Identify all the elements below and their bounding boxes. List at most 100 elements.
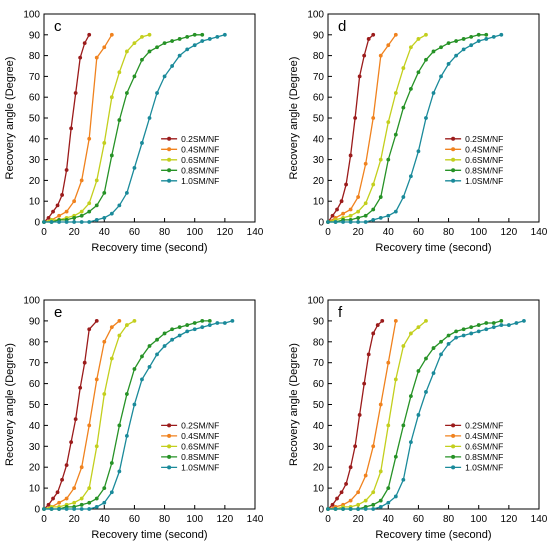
y-tick-label: 90 [29, 316, 41, 327]
data-point [124, 190, 129, 195]
data-point [200, 39, 205, 43]
y-tick-label: 100 [307, 10, 324, 21]
data-point [386, 43, 391, 48]
data-point [461, 37, 466, 41]
data-point [499, 323, 504, 327]
data-point [72, 500, 77, 505]
x-tick-label: 60 [129, 514, 141, 525]
data-point [177, 37, 182, 41]
legend-entry: 1.0SM/NF [445, 176, 503, 186]
legend-label: 0.6SM/NF [181, 155, 219, 165]
data-point [94, 218, 99, 222]
data-point [132, 319, 137, 323]
data-point [408, 174, 413, 179]
data-point [109, 356, 114, 361]
series-10smnf [326, 319, 526, 511]
y-tick-label: 20 [313, 463, 325, 474]
data-point [72, 486, 77, 490]
series-10smnf [42, 32, 227, 224]
x-axis-title: Recovery time (second) [91, 242, 207, 254]
data-point [102, 392, 107, 396]
data-point [371, 116, 376, 120]
data-point [439, 45, 443, 50]
data-point [185, 323, 190, 327]
legend-swatch-marker [167, 147, 172, 152]
y-tick-label: 0 [34, 218, 40, 229]
data-point [484, 32, 489, 37]
y-tick-label: 0 [34, 505, 40, 516]
data-point [339, 490, 344, 495]
data-point [87, 486, 92, 490]
data-point [94, 505, 99, 509]
data-point [124, 433, 129, 438]
x-tick-label: 20 [353, 227, 365, 238]
x-tick-label: 20 [69, 227, 81, 238]
y-tick-label: 60 [29, 93, 41, 104]
data-point [207, 319, 212, 323]
data-point [132, 74, 137, 79]
data-point [117, 319, 122, 323]
data-point [371, 331, 376, 336]
data-point [330, 213, 335, 218]
y-tick-label: 40 [29, 421, 41, 432]
data-point [356, 195, 361, 199]
y-tick-label: 100 [307, 296, 324, 307]
data-point [46, 215, 51, 220]
data-point [348, 207, 353, 212]
legend-swatch-marker [451, 157, 456, 162]
data-point [124, 91, 129, 95]
data-point [378, 195, 383, 199]
data-point [87, 507, 92, 511]
y-tick-label: 30 [313, 155, 325, 166]
y-tick-label: 30 [29, 442, 41, 453]
data-point [333, 220, 338, 224]
data-point [476, 32, 481, 37]
data-point [82, 41, 87, 46]
data-point [79, 178, 84, 183]
x-tick-label: 0 [325, 514, 331, 525]
series-line [43, 320, 135, 510]
legend-swatch-marker [451, 168, 456, 173]
data-point [109, 153, 114, 158]
y-tick-label: 80 [313, 51, 325, 62]
legend-entry: 0.4SM/NF [161, 144, 219, 154]
data-point [69, 126, 74, 131]
x-tick-label: 0 [41, 514, 47, 525]
data-point [177, 53, 182, 58]
data-point [200, 32, 205, 37]
data-point [117, 333, 122, 338]
data-point [363, 161, 368, 166]
series-line [44, 34, 203, 223]
data-point [72, 199, 77, 204]
x-tick-label: 140 [247, 227, 264, 238]
data-point [162, 74, 167, 79]
x-tick-label: 80 [159, 227, 171, 238]
data-point [87, 423, 92, 428]
y-tick-label: 10 [313, 484, 325, 495]
plot-frame [327, 299, 540, 510]
legend-label: 1.0SM/NF [181, 176, 219, 186]
legend-entry: 0.4SM/NF [161, 431, 219, 441]
data-point [87, 201, 92, 206]
legend-label: 0.4SM/NF [181, 144, 219, 154]
data-point [207, 37, 212, 41]
data-point [356, 507, 361, 511]
data-point [109, 490, 114, 495]
series-02smnf [42, 32, 92, 224]
legend-swatch-marker [167, 168, 172, 173]
legend-entry: 0.2SM/NF [161, 134, 219, 144]
data-point [55, 490, 60, 495]
legend-swatch-marker [451, 454, 456, 459]
data-point [72, 215, 77, 220]
data-point [78, 385, 83, 390]
data-point [348, 465, 353, 470]
legend-swatch-marker [167, 423, 172, 428]
data-point [416, 369, 421, 373]
data-point [155, 337, 159, 342]
data-point [147, 116, 152, 120]
data-point [386, 157, 391, 162]
series-line [327, 34, 397, 223]
data-point [79, 220, 84, 224]
y-tick-label: 70 [313, 358, 325, 369]
data-point [82, 360, 87, 365]
